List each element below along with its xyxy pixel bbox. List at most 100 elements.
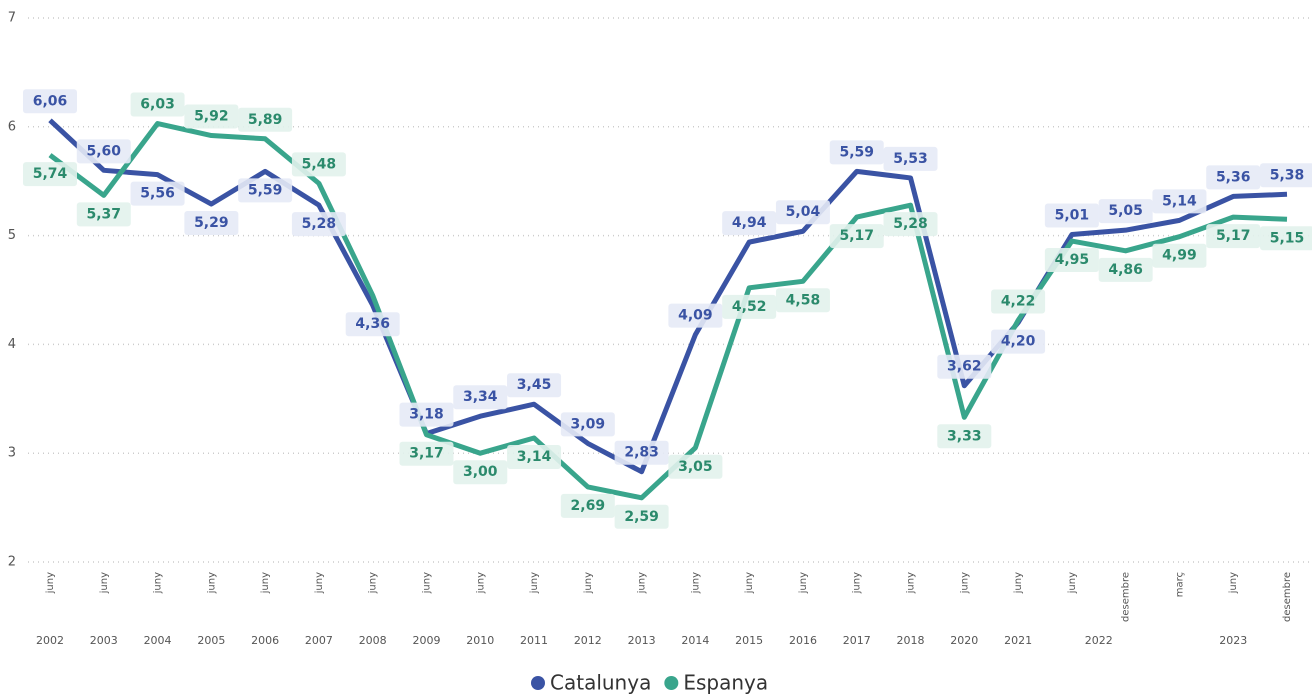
data-label-text: 5,37	[87, 206, 122, 222]
year-label: 2002	[36, 634, 64, 647]
data-label-bg	[668, 303, 723, 328]
data-label-text: 2,59	[624, 509, 659, 525]
data-label: 4,09	[668, 303, 723, 328]
data-label: 4,58	[775, 288, 830, 313]
data-label-bg	[614, 504, 669, 529]
y-tick-label: 4	[8, 337, 16, 352]
data-label-text: 5,59	[248, 182, 283, 198]
data-label-bg	[1260, 226, 1312, 251]
data-label-bg	[560, 412, 615, 437]
data-label: 2,83	[614, 440, 669, 465]
data-label-bg	[775, 200, 830, 225]
legend-marker	[664, 676, 679, 690]
data-label: 4,22	[991, 289, 1046, 314]
data-label: 5,36	[1206, 165, 1261, 190]
data-label-text: 4,94	[732, 215, 767, 231]
data-label-text: 3,09	[571, 416, 606, 432]
data-label: 5,15	[1260, 226, 1312, 251]
data-label: 5,38	[1260, 163, 1312, 188]
data-label-text: 4,86	[1108, 262, 1143, 278]
year-label: 2008	[359, 634, 387, 647]
data-label-text: 5,15	[1270, 230, 1305, 246]
data-label-bg	[1044, 248, 1099, 273]
data-label-text: 5,29	[194, 215, 229, 231]
data-label-bg	[937, 424, 992, 449]
data-label-text: 5,28	[893, 216, 928, 232]
x-tick-label: juny	[529, 572, 540, 594]
data-label-text: 5,53	[893, 151, 928, 167]
x-tick-label: juny	[314, 572, 325, 594]
y-tick-label: 7	[8, 11, 16, 26]
data-label-text: 3,18	[409, 407, 444, 423]
data-label: 5,28	[291, 212, 346, 237]
x-tick-label: juny	[798, 572, 809, 594]
data-label: 5,56	[130, 181, 185, 206]
data-label-bg	[1098, 257, 1153, 282]
data-label-bg	[76, 202, 131, 227]
data-label-text: 5,38	[1270, 167, 1305, 183]
data-label-bg	[130, 92, 185, 117]
year-label: 2015	[735, 634, 763, 647]
data-label-bg	[560, 493, 615, 518]
data-label: 5,92	[184, 104, 239, 129]
data-label: 5,14	[1152, 189, 1207, 214]
data-label: 6,03	[130, 92, 185, 117]
data-label: 2,69	[560, 493, 615, 518]
x-tick-label: juny	[45, 572, 56, 594]
x-tick-label: juny	[368, 572, 379, 594]
x-tick-label: juny	[475, 572, 486, 594]
x-tick-label: juny	[1013, 572, 1024, 594]
data-label-text: 5,04	[786, 204, 821, 220]
data-label: 4,94	[722, 211, 777, 236]
data-label-bg	[130, 181, 185, 206]
legend-marker	[531, 676, 545, 690]
year-label: 2004	[144, 634, 172, 647]
data-label-text: 5,17	[1216, 228, 1251, 244]
data-label-text: 3,33	[947, 428, 982, 444]
data-label-bg	[1152, 243, 1207, 268]
y-tick-label: 2	[8, 555, 16, 570]
year-label: 2020	[950, 634, 978, 647]
data-label: 3,45	[507, 373, 562, 398]
x-tick-label: juny	[153, 572, 164, 594]
data-label: 4,86	[1098, 257, 1153, 282]
data-label-bg	[291, 152, 346, 177]
data-label-bg	[1098, 199, 1153, 224]
data-label-bg	[1206, 165, 1261, 190]
data-label: 3,62	[937, 354, 992, 379]
y-tick-label: 5	[8, 228, 16, 243]
year-label: 2023	[1219, 634, 1247, 647]
data-label-bg	[453, 385, 508, 410]
data-label-text: 4,36	[355, 316, 390, 332]
data-label-text: 3,45	[517, 377, 552, 393]
x-tick-label: juny	[206, 572, 217, 594]
year-label: 2018	[897, 634, 925, 647]
data-label: 4,36	[345, 312, 400, 337]
data-label: 5,53	[883, 146, 938, 171]
year-label: 2022	[1085, 634, 1113, 647]
data-label-text: 3,62	[947, 359, 982, 375]
x-tick-label: juny	[99, 572, 110, 594]
data-label-bg	[23, 162, 77, 187]
data-label-bg	[991, 289, 1046, 314]
data-label-text: 4,52	[732, 299, 767, 315]
data-label-bg	[23, 89, 77, 114]
data-label: 5,48	[291, 152, 346, 177]
data-label: 4,52	[722, 294, 777, 319]
data-label-text: 5,59	[839, 144, 874, 160]
year-label: 2010	[466, 634, 494, 647]
data-label-text: 2,69	[571, 498, 606, 514]
data-label: 3,17	[399, 441, 454, 466]
data-label-bg	[1260, 163, 1312, 188]
data-label-text: 2,83	[624, 445, 659, 461]
data-label-bg	[722, 211, 777, 236]
data-label-text: 4,22	[1001, 293, 1036, 309]
data-label-bg	[614, 440, 669, 465]
data-label-bg	[184, 211, 239, 236]
x-tick-label: juny	[959, 572, 970, 594]
data-label-text: 5,01	[1055, 208, 1090, 224]
data-label-text: 5,92	[194, 109, 229, 125]
data-label: 4,99	[1152, 243, 1207, 268]
x-tick-label: desembre	[1121, 572, 1132, 622]
